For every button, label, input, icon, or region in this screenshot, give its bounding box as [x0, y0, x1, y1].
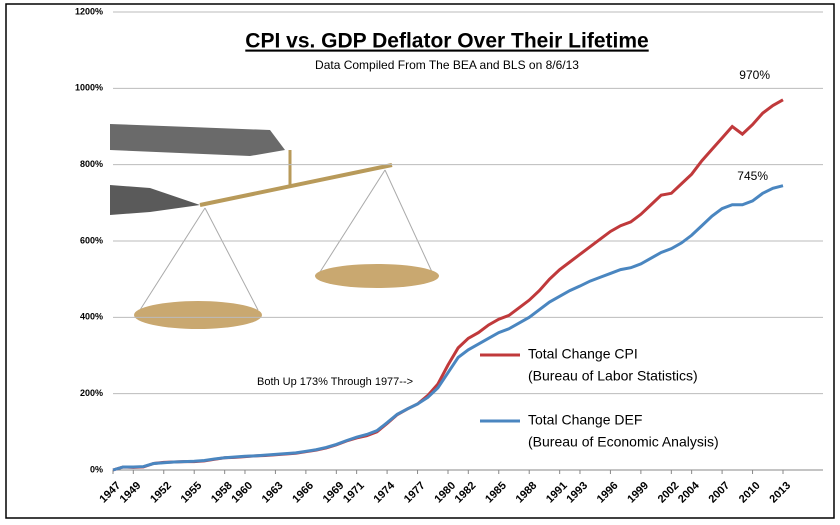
y-tick-label: 200%	[80, 388, 103, 398]
y-tick-label: 0%	[90, 464, 103, 474]
annotation: 970%	[739, 68, 770, 82]
legend-note: (Bureau of Labor Statistics)	[528, 368, 698, 384]
y-tick-label: 1200%	[75, 6, 103, 16]
legend-label: Total Change CPI	[528, 346, 638, 362]
legend-label: Total Change DEF	[528, 412, 642, 428]
chart-title: CPI vs. GDP Deflator Over Their Lifetime	[245, 30, 648, 53]
scale-illustration	[110, 124, 439, 329]
legend-note: (Bureau of Economic Analysis)	[528, 434, 719, 450]
y-tick-label: 600%	[80, 235, 103, 245]
frame	[5, 3, 835, 519]
annotation: 745%	[737, 169, 768, 183]
series-line	[112, 184, 784, 472]
y-tick-label: 800%	[80, 159, 103, 169]
chart-subtitle: Data Compiled From The BEA and BLS on 8/…	[315, 58, 579, 72]
y-tick-label: 400%	[80, 312, 103, 322]
annotation: Both Up 173% Through 1977-->	[257, 376, 413, 388]
y-tick-label: 1000%	[75, 83, 103, 93]
